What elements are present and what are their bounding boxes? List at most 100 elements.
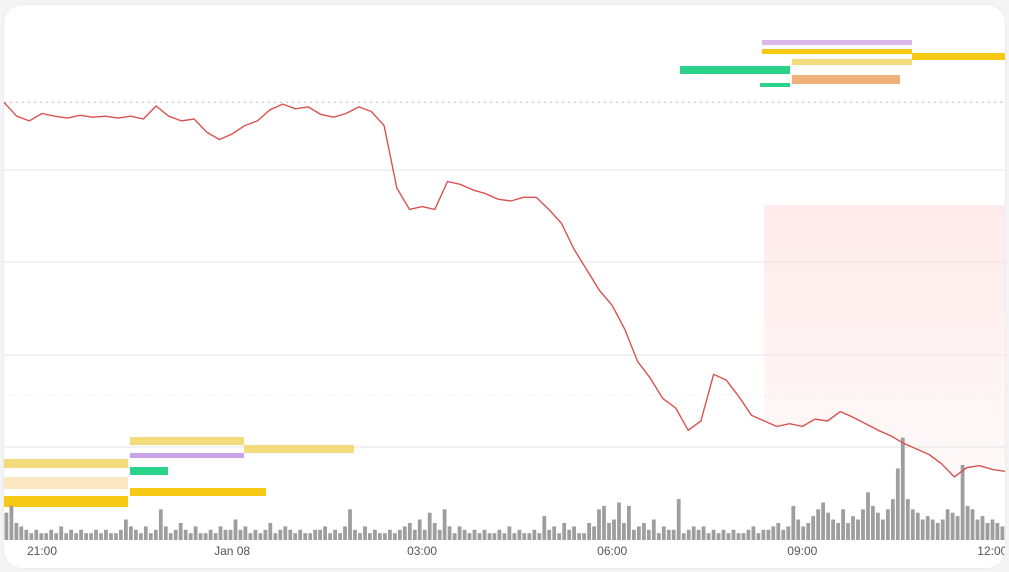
volume-bar	[402, 526, 407, 540]
volume-bar	[866, 492, 870, 540]
volume-bar	[617, 502, 621, 540]
volume-bar	[208, 529, 213, 540]
volume-bar	[955, 516, 960, 540]
volume-bar	[442, 509, 447, 540]
volume-bar	[39, 533, 44, 540]
price-line	[4, 101, 1005, 478]
volume-bar	[9, 505, 14, 540]
x-tick-label: Jan 08	[214, 544, 250, 558]
volume-bar	[666, 529, 671, 540]
volume-bar	[417, 519, 422, 540]
volume-bar	[990, 519, 995, 540]
volume-bars	[4, 437, 1005, 541]
volume-bar	[497, 529, 502, 540]
volume-bar	[771, 526, 776, 540]
volume-bar	[567, 529, 572, 540]
volume-bar	[891, 499, 895, 540]
volume-bar	[905, 499, 910, 540]
volume-bar	[642, 523, 646, 541]
volume-bar	[826, 512, 830, 540]
volume-bar	[841, 509, 845, 540]
volume-bar	[846, 523, 850, 541]
liquidity-band	[762, 49, 912, 54]
volume-bar	[119, 529, 123, 540]
volume-bar	[751, 526, 756, 540]
volume-bar	[273, 533, 278, 540]
volume-bar	[836, 523, 840, 541]
volume-bar	[348, 509, 352, 540]
volume-bar	[831, 519, 835, 540]
x-tick-label: 06:00	[597, 544, 627, 558]
volume-bar	[781, 529, 786, 540]
volume-bar	[223, 529, 228, 540]
volume-bar	[74, 533, 78, 540]
volume-bar	[288, 529, 293, 540]
volume-bar	[407, 523, 412, 541]
volume-bar	[253, 529, 258, 540]
volume-bar	[168, 533, 173, 540]
volume-bar	[607, 523, 611, 541]
volume-bar	[900, 437, 905, 540]
volume-bar	[557, 533, 562, 540]
volume-bar	[592, 526, 596, 540]
volume-bar	[577, 533, 581, 540]
volume-bar	[527, 533, 532, 540]
volume-bar	[308, 533, 313, 540]
volume-bar	[587, 523, 591, 541]
volume-bar	[821, 502, 825, 540]
volume-bar	[925, 516, 930, 540]
volume-bar	[383, 533, 387, 540]
x-tick-label: 12:00	[977, 544, 1005, 558]
volume-bar	[104, 529, 108, 540]
volume-bar	[477, 533, 482, 540]
volume-bar	[368, 533, 372, 540]
volume-bar	[811, 516, 816, 540]
volume-bar	[582, 533, 586, 540]
volume-bar	[746, 529, 751, 540]
volume-bar	[532, 529, 537, 540]
volume-bar	[213, 533, 218, 540]
volume-bar	[432, 523, 437, 541]
volume-bar	[472, 529, 477, 540]
volume-bar	[427, 512, 432, 540]
volume-bar	[248, 533, 253, 540]
volume-bar	[263, 529, 268, 540]
volume-bar	[178, 523, 183, 541]
loss-area	[764, 205, 1005, 477]
volume-bar	[716, 533, 721, 540]
volume-bar	[114, 533, 118, 540]
volume-bar	[457, 526, 462, 540]
volume-bar	[358, 533, 362, 540]
volume-bar	[681, 533, 686, 540]
volume-bar	[392, 533, 397, 540]
volume-bar	[612, 519, 616, 540]
volume-bar	[198, 533, 203, 540]
volume-bar	[268, 523, 273, 541]
volume-bar	[507, 526, 512, 540]
volume-bar	[29, 533, 34, 540]
volume-bar	[143, 526, 148, 540]
volume-bar	[148, 533, 153, 540]
volume-bar	[482, 529, 487, 540]
chart-card: 21:00 Jan 08 03:00 06:00 09:00 12:00	[4, 5, 1005, 568]
volume-bar	[84, 533, 88, 540]
volume-bar	[806, 523, 811, 541]
volume-bar	[258, 533, 263, 540]
volume-bar	[622, 523, 626, 541]
volume-bar	[24, 529, 29, 540]
volume-bar	[49, 529, 54, 540]
volume-bar	[706, 533, 711, 540]
volume-bar	[736, 533, 741, 540]
liquidity-band	[4, 459, 128, 468]
volume-bar	[861, 509, 865, 540]
volume-bar	[985, 523, 990, 541]
volume-bar	[447, 526, 452, 540]
volume-bar	[656, 533, 661, 540]
liquidity-band	[244, 445, 354, 453]
volume-bar	[502, 533, 507, 540]
volume-bar	[203, 533, 208, 540]
volume-bar	[353, 529, 357, 540]
volume-bar	[776, 523, 781, 541]
volume-bar	[542, 516, 547, 540]
volume-bar	[726, 533, 731, 540]
